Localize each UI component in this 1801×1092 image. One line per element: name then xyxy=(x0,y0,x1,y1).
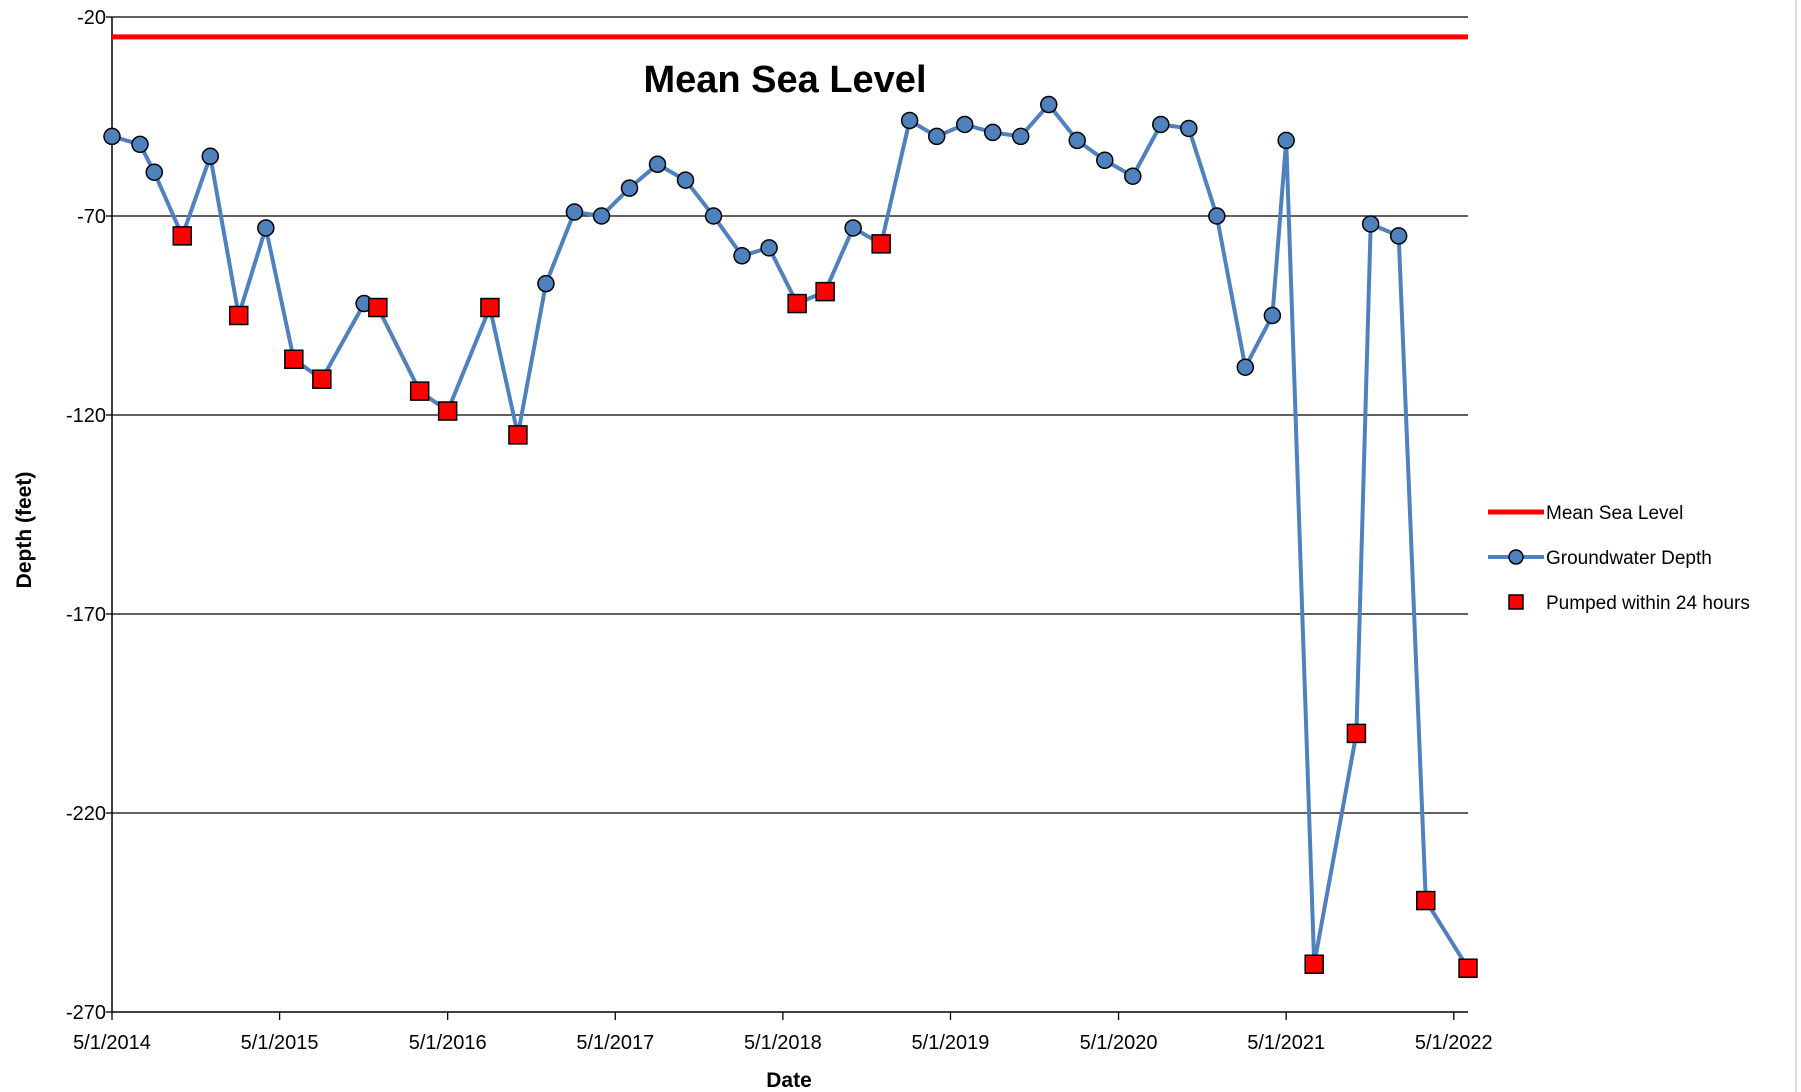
groundwater-depth-point xyxy=(201,147,220,166)
groundwater-depth-point xyxy=(1124,167,1142,185)
groundwater-depth-point xyxy=(1263,306,1282,325)
pumped-point xyxy=(312,369,332,389)
mean-sea-level-annotation: Mean Sea Level xyxy=(643,59,926,101)
groundwater-depth-point xyxy=(1011,127,1030,146)
y-tick-label: -70 xyxy=(77,206,106,228)
y-tick-label: -220 xyxy=(66,803,106,825)
groundwater-depth-point xyxy=(1096,151,1114,170)
groundwater-depth-point xyxy=(1068,131,1086,150)
pumped-point xyxy=(172,226,193,246)
legend-label: Mean Sea Level xyxy=(1546,503,1683,524)
groundwater-depth-point xyxy=(676,171,695,189)
groundwater-depth-point xyxy=(1361,215,1380,233)
legend-label: Pumped within 24 hours xyxy=(1546,593,1750,614)
groundwater-depth-point xyxy=(565,203,584,221)
x-tick-label: 5/1/2019 xyxy=(912,1032,990,1054)
legend: Mean Sea Level Groundwater Depth Pumped wi… xyxy=(1488,503,1750,614)
pumped-point xyxy=(437,401,458,421)
groundwater-depth-point xyxy=(844,219,862,237)
gridlines xyxy=(112,16,1468,814)
pumped-point xyxy=(368,297,388,318)
y-tick-label: -270 xyxy=(66,1002,106,1024)
groundwater-depth-line xyxy=(111,102,1470,970)
groundwater-depth-point xyxy=(1180,119,1198,138)
groundwater-depth-point xyxy=(733,247,751,265)
pumped-point xyxy=(1416,890,1436,911)
x-tick-label: 5/1/2015 xyxy=(241,1032,319,1054)
groundwater-depth-point xyxy=(955,115,974,134)
groundwater-depth-point xyxy=(1152,115,1170,134)
y-tick-label: -120 xyxy=(66,405,106,427)
y-tick-label: -170 xyxy=(66,604,106,626)
groundwater-depth-point xyxy=(131,135,149,154)
pumped-point xyxy=(1346,723,1367,744)
pumped-point xyxy=(284,349,304,370)
groundwater-depth-point xyxy=(900,111,919,130)
pumped-point xyxy=(1304,954,1324,974)
groundwater-depth-point xyxy=(537,274,555,293)
axes: -20 -70 -120 -170 -220 -270 5/1/2014 5/1/2015 5/… xyxy=(66,0,1797,1092)
pumped-point xyxy=(1458,958,1478,978)
pumped-point xyxy=(508,425,528,445)
pumped-point xyxy=(409,381,430,401)
groundwater-depth-point xyxy=(103,127,121,146)
x-tick-label: 5/1/2021 xyxy=(1247,1032,1325,1054)
groundwater-depth-point xyxy=(592,207,611,225)
x-tick-label: 5/1/2016 xyxy=(409,1032,487,1054)
groundwater-depth-point xyxy=(620,179,639,197)
x-tick-label: 5/1/2022 xyxy=(1415,1032,1493,1054)
pumped-point xyxy=(480,297,500,318)
groundwater-depth-point xyxy=(704,207,723,225)
y-axis-title: Depth (feet) xyxy=(13,472,36,589)
x-tick-label: 5/1/2017 xyxy=(576,1032,654,1054)
groundwater-depth-point xyxy=(927,127,946,146)
x-axis-title: Date xyxy=(766,1069,812,1092)
groundwater-depth-point xyxy=(648,155,667,174)
groundwater-depth-point xyxy=(257,219,275,237)
pumped-point xyxy=(787,293,807,314)
groundwater-depth-point xyxy=(983,123,1002,142)
pumped-point xyxy=(871,234,891,254)
pumped-point xyxy=(228,305,249,326)
groundwater-depth-point xyxy=(1040,95,1058,114)
x-tick-label: 5/1/2014 xyxy=(73,1032,151,1054)
pumped-point xyxy=(815,281,835,302)
series xyxy=(103,34,1478,978)
groundwater-depth-point xyxy=(760,239,778,257)
x-tick-label: 5/1/2018 xyxy=(744,1032,822,1054)
groundwater-depth-point xyxy=(145,163,163,181)
y-tick-label: -20 xyxy=(77,7,106,29)
groundwater-depth-point xyxy=(1236,358,1255,376)
groundwater-depth-point xyxy=(1389,227,1408,245)
legend-marker-groundwater-depth xyxy=(1508,549,1524,565)
legend-label: Groundwater Depth xyxy=(1546,548,1712,569)
legend-marker-pumped xyxy=(1508,594,1524,610)
groundwater-depth-point xyxy=(1208,207,1226,225)
x-tick-label: 5/1/2020 xyxy=(1080,1032,1158,1054)
groundwater-depth-point xyxy=(1277,131,1295,150)
